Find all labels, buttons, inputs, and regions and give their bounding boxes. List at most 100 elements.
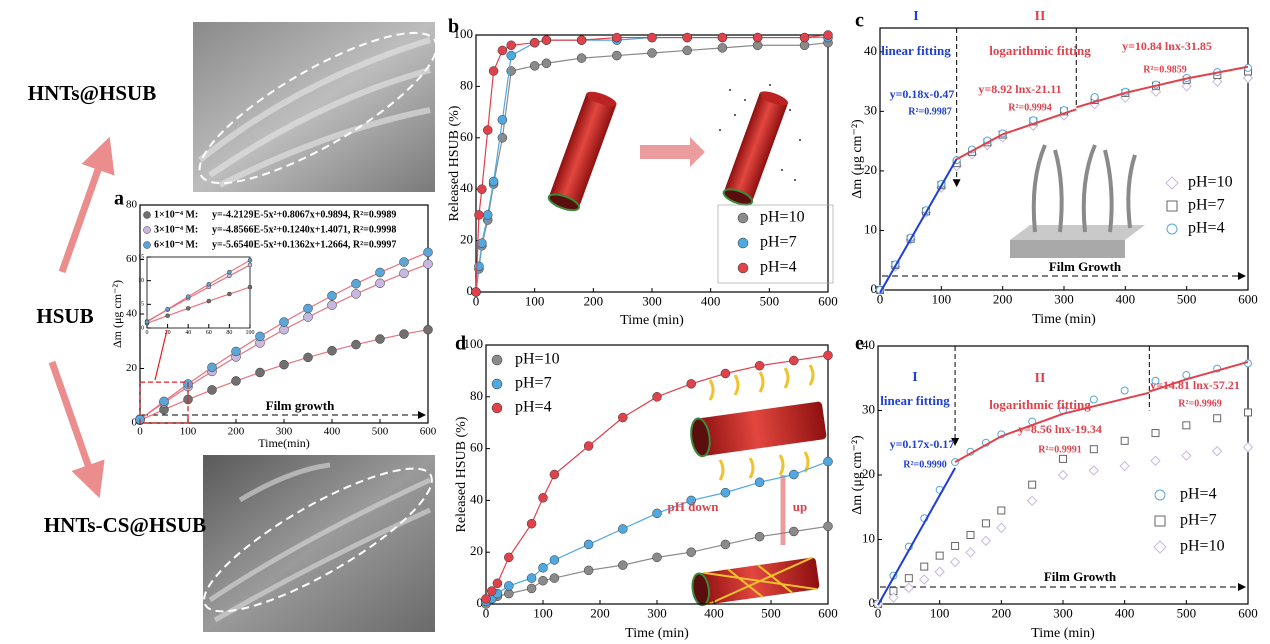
sem-image-bottom [203, 455, 435, 632]
marker [206, 298, 212, 304]
x-tick-label: 300 [1054, 291, 1074, 306]
annotation: y=-4.2129E-5x²+0.8067x+0.9894, R²=0.9989 [212, 209, 396, 220]
annotation: y=-5.6540E-5x²+0.1362x+1.2664, R²=0.9997 [212, 239, 396, 250]
marker [375, 334, 385, 344]
marker [506, 50, 516, 61]
legend-label: 3×10⁻⁴ M: [154, 224, 198, 235]
marker [474, 210, 484, 220]
marker [303, 352, 313, 363]
y-tick-label: 20 [126, 362, 138, 374]
annotation: y=10.84 lnx-31.85 [1122, 39, 1212, 53]
zoom-arrow [154, 329, 168, 381]
marker [720, 487, 731, 498]
x-axis-label: Time (min) [1032, 312, 1096, 327]
marker [399, 257, 409, 267]
marker [647, 48, 657, 58]
marker [227, 273, 232, 279]
marker [920, 562, 929, 571]
marker [159, 396, 169, 407]
y-tick-label: 20 [862, 466, 875, 481]
x-tick-label: 300 [276, 425, 293, 437]
marker [1059, 454, 1067, 463]
panel-label: e [855, 333, 864, 355]
marker [823, 521, 833, 532]
x-tick-label: 100 [930, 605, 950, 620]
marker [754, 360, 765, 371]
marker [652, 508, 662, 519]
annotation: logarithmic fitting [989, 43, 1091, 58]
x-tick-label: 80 [226, 330, 232, 336]
pink-arrows [48, 136, 115, 499]
legend-label: pH=7 [1180, 512, 1217, 529]
y-tick-label: 80 [460, 77, 473, 92]
marker [789, 526, 799, 537]
y-tick-label: 40 [470, 491, 483, 506]
marker [423, 324, 433, 335]
marker [1120, 386, 1129, 395]
x-tick-label: 200 [590, 605, 610, 620]
marker [1028, 480, 1037, 489]
marker [486, 586, 497, 596]
marker [399, 329, 409, 339]
x-tick-label: 200 [584, 293, 604, 308]
y-axis-label: Released HSUB (%) [454, 416, 469, 532]
marker [1165, 176, 1179, 190]
marker [399, 268, 409, 279]
annotation: y=-4.8566E-5x²+0.1240x+1.4071, R²=0.9998 [212, 224, 396, 235]
marker [789, 355, 799, 366]
x-tick-label: 0 [146, 330, 149, 336]
y-tick-label: 80 [126, 199, 138, 211]
x-tick-label: 0 [875, 605, 882, 620]
y-tick-label: 80 [470, 388, 483, 403]
panel-label: a [114, 188, 124, 210]
marker [652, 392, 662, 402]
marker [1181, 450, 1192, 461]
marker [327, 345, 337, 356]
marker [477, 238, 487, 248]
annotation: R²=0.9859 [1143, 64, 1186, 75]
y-axis-label: Released HSUB (%) [447, 105, 462, 221]
marker [996, 522, 1007, 534]
marker [506, 40, 516, 51]
annotation: Film Growth [1044, 569, 1117, 584]
y-tick-label: 60 [126, 253, 138, 265]
marker [618, 524, 628, 534]
legend-label: pH=4 [1188, 220, 1225, 237]
panel: 0 100 200 300 400 500 600 0 10 20 30 40e Time (min) Δ… [850, 333, 1258, 642]
series-line [146, 259, 251, 323]
marker [549, 573, 560, 583]
marker [491, 354, 503, 366]
x-tick-label: 600 [818, 605, 838, 620]
marker [529, 61, 540, 71]
marker [538, 575, 548, 586]
x-tick-label: 100 [525, 293, 545, 308]
series-line [475, 34, 829, 293]
marker [279, 359, 289, 370]
annotation: y=8.56 lnx-19.34 [1018, 422, 1102, 436]
x-tick-label: 400 [324, 425, 341, 437]
marker [1150, 455, 1161, 467]
panel: 0 100 200 300 400 500 600 0 10 20 30 40c Time (min) Δ… [850, 9, 1258, 327]
label-bottom: HNTs-CS@HSUB [44, 513, 206, 537]
annotation: R²=0.9969 [1178, 398, 1221, 409]
marker [823, 350, 833, 361]
marker [618, 412, 628, 423]
fit-line [1149, 360, 1249, 393]
marker [934, 566, 945, 577]
marker [717, 43, 728, 53]
annotation: I [913, 9, 918, 24]
annotation: up [793, 499, 807, 514]
marker [143, 241, 151, 249]
legend-box [717, 204, 834, 284]
annotation: linear fitting [881, 43, 951, 58]
annotation: Film growth [266, 398, 335, 413]
marker [583, 565, 594, 576]
x-tick-label: 100 [246, 330, 255, 336]
marker [375, 267, 385, 278]
marker [255, 367, 265, 378]
marker [935, 551, 944, 560]
marker [144, 319, 150, 325]
marker [965, 547, 976, 558]
legend-label: pH=7 [760, 234, 797, 251]
